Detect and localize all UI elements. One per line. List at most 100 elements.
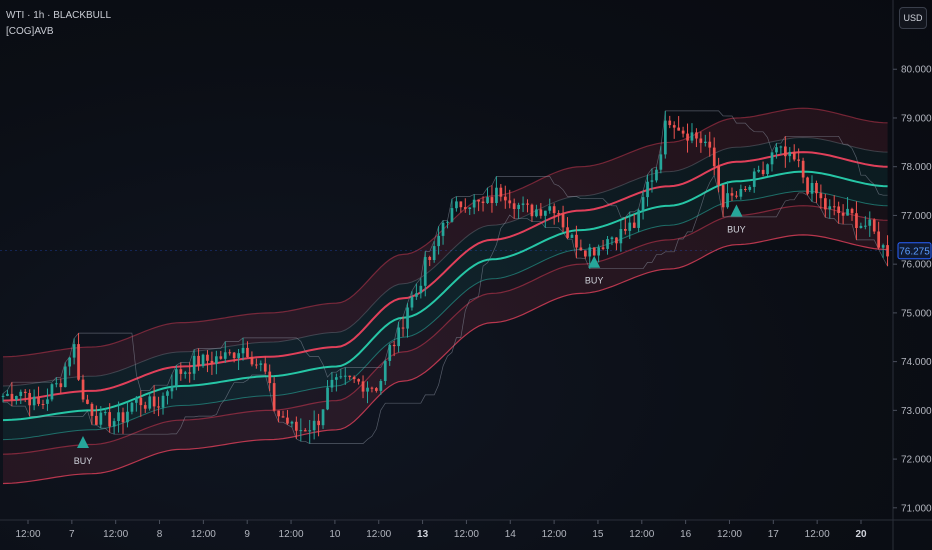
candle-body (846, 208, 849, 216)
lower-outer-line (2, 234, 888, 485)
currency-button[interactable]: USD (899, 7, 927, 29)
candle-body (548, 206, 552, 211)
candle-body (152, 396, 156, 407)
y-tick-label: 80.000 (901, 65, 932, 76)
candle-body (210, 360, 214, 364)
indicator-label[interactable]: [COG]AVB (6, 26, 54, 37)
candle-body (15, 396, 18, 400)
candle-body (459, 201, 463, 208)
candle-body (655, 169, 658, 181)
candle-body (428, 257, 432, 260)
candle-body (766, 164, 769, 175)
x-tick-label: 8 (157, 529, 163, 540)
candle-body (361, 381, 365, 392)
candle-body (824, 198, 827, 210)
candle-body (463, 207, 467, 209)
candle-body (215, 356, 218, 364)
candle-body (415, 293, 418, 297)
candle-body (6, 393, 9, 396)
candle-body (28, 393, 31, 406)
candle-body (437, 235, 440, 247)
candle-body (815, 183, 818, 194)
candle-body (850, 208, 854, 214)
candle-body (455, 201, 458, 209)
candle-body (321, 409, 325, 426)
candle-body (806, 177, 809, 194)
candle-body (592, 247, 596, 256)
candle-body (175, 369, 178, 387)
candle-body (721, 185, 725, 208)
candle-body (117, 412, 120, 421)
x-tick-label: 20 (855, 529, 867, 540)
candle-body (770, 152, 774, 165)
candle-body (695, 132, 698, 139)
candle-body (299, 430, 303, 432)
candle-body (241, 347, 245, 354)
candle-body (90, 403, 94, 416)
candle-body (557, 213, 560, 215)
x-tick-label: 10 (329, 529, 341, 540)
x-tick-label: 12:00 (15, 529, 40, 540)
candle-body (450, 208, 454, 222)
candle-body (837, 206, 840, 213)
candle-body (108, 412, 111, 427)
candle-body (121, 412, 125, 423)
candle-body (788, 151, 792, 157)
candle-body (588, 247, 592, 257)
candle-body (312, 420, 316, 431)
lower-inner-band-fill (3, 191, 888, 455)
candle-body (259, 363, 263, 365)
candle-body (584, 250, 587, 257)
candle-body (72, 344, 76, 358)
candle-body (468, 207, 472, 209)
candle-body (446, 221, 449, 223)
candle-body (135, 397, 138, 403)
candle-body (477, 199, 480, 202)
candle-body (37, 396, 40, 404)
candle-body (859, 225, 863, 228)
x-tick-label: 15 (592, 529, 604, 540)
candle-body (277, 410, 280, 417)
candle-body (504, 196, 507, 201)
candle-body (379, 381, 383, 391)
candle-body (606, 239, 609, 249)
candle-body (668, 120, 672, 126)
candle-body (632, 222, 636, 228)
candle-body (739, 189, 743, 197)
candle-body (868, 219, 872, 226)
candle-body (263, 363, 267, 372)
candle-body (828, 206, 832, 210)
candle-body (792, 151, 796, 160)
x-tick-label: 12:00 (717, 529, 742, 540)
candle-body (530, 204, 534, 217)
y-tick-label: 78.000 (901, 162, 932, 173)
candle-body (46, 399, 49, 404)
candle-body (206, 354, 209, 361)
candle-body (188, 372, 192, 374)
candle-body (561, 213, 565, 228)
candle-body (708, 141, 712, 148)
candle-body (672, 125, 676, 128)
y-tick-label: 75.000 (901, 308, 932, 319)
candle-body (615, 237, 618, 244)
candle-body (690, 132, 694, 141)
candle-body (659, 154, 663, 170)
candle-body (757, 169, 760, 172)
candle-body (748, 186, 752, 190)
candle-body (272, 383, 276, 411)
candle-body (99, 412, 103, 425)
candle-body (406, 307, 409, 329)
candle-body (752, 171, 756, 187)
candle-body (819, 193, 823, 199)
y-tick-label: 72.000 (901, 455, 932, 466)
candle-body (166, 391, 169, 396)
candle-body (726, 193, 729, 208)
y-tick-label: 77.000 (901, 211, 932, 222)
x-tick-label: 13 (417, 529, 429, 540)
x-tick-label: 12:00 (103, 529, 128, 540)
candle-body (646, 181, 649, 198)
lower-band-line (2, 190, 888, 441)
x-tick-label: 12:00 (542, 529, 567, 540)
